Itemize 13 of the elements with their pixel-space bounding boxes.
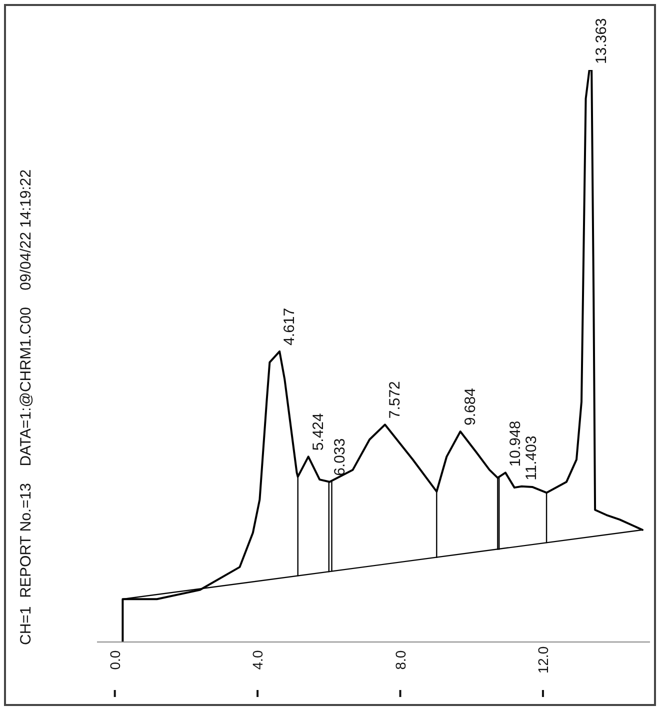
x-tick-label: 0.0 bbox=[106, 650, 123, 670]
annotation: 10.948 bbox=[506, 420, 524, 467]
annotation: 7.572 bbox=[386, 381, 404, 419]
annotation: 4.617 bbox=[281, 308, 298, 346]
x-tick-label: 4.0 bbox=[250, 650, 266, 670]
x-tick-label: 8.0 bbox=[392, 650, 408, 670]
annotation: 5.424 bbox=[310, 413, 327, 451]
text: CH=1 REPORT No.=13 DATA=1:@CHRM1.C00 09/04/22 14:19:22 bbox=[18, 169, 34, 645]
annotation: 6.033 bbox=[332, 438, 349, 476]
x-tick-label: 12.0 bbox=[534, 646, 551, 674]
annotation: 11.403 bbox=[523, 436, 540, 480]
annotation: 13.363 bbox=[593, 18, 610, 64]
annotation: 9.684 bbox=[462, 388, 479, 426]
